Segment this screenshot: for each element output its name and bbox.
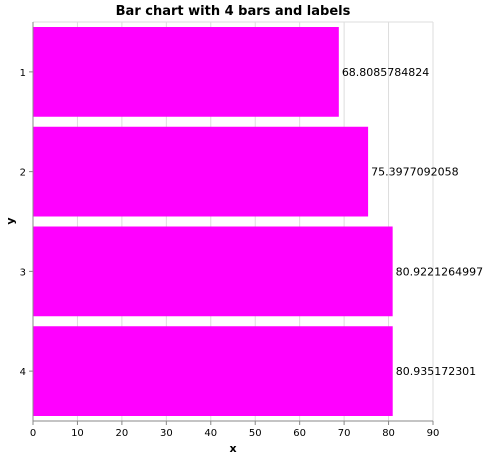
data-label-2: 75.3977092058 (371, 166, 458, 179)
x-tick-label: 90 (427, 428, 440, 439)
data-label-3: 80.9221264997 (396, 265, 483, 278)
x-tick-label: 30 (160, 428, 173, 439)
data-label-4: 80.935172301 (396, 365, 476, 378)
bars (33, 27, 393, 416)
data-label-1: 68.8085784824 (342, 66, 429, 79)
axes (32, 22, 433, 422)
y-tick-label: 2 (20, 168, 26, 179)
y-tick-label: 4 (20, 367, 26, 378)
x-tick-label: 0 (30, 428, 36, 439)
y-axis-ticks: 1 2 3 4 (20, 68, 33, 378)
x-tick-label: 10 (71, 428, 84, 439)
bar-4 (33, 326, 393, 416)
x-tick-label: 40 (204, 428, 217, 439)
bar-2 (33, 126, 369, 217)
x-axis-title: x (229, 442, 236, 455)
x-tick-label: 70 (338, 428, 351, 439)
bar-1 (33, 27, 339, 117)
x-axis-ticks: 0 10 20 30 40 50 60 70 80 90 (30, 421, 440, 439)
y-tick-label: 3 (20, 267, 26, 278)
x-tick-label: 60 (293, 428, 306, 439)
y-axis-title: y (4, 217, 17, 224)
bar-3 (33, 226, 393, 317)
x-tick-label: 80 (382, 428, 395, 439)
chart-title: Bar chart with 4 bars and labels (116, 4, 351, 19)
data-labels: 68.8085784824 75.3977092058 80.9221264997 8… (342, 66, 483, 378)
x-tick-label: 50 (249, 428, 262, 439)
x-tick-label: 20 (116, 428, 129, 439)
y-tick-label: 1 (20, 68, 26, 79)
